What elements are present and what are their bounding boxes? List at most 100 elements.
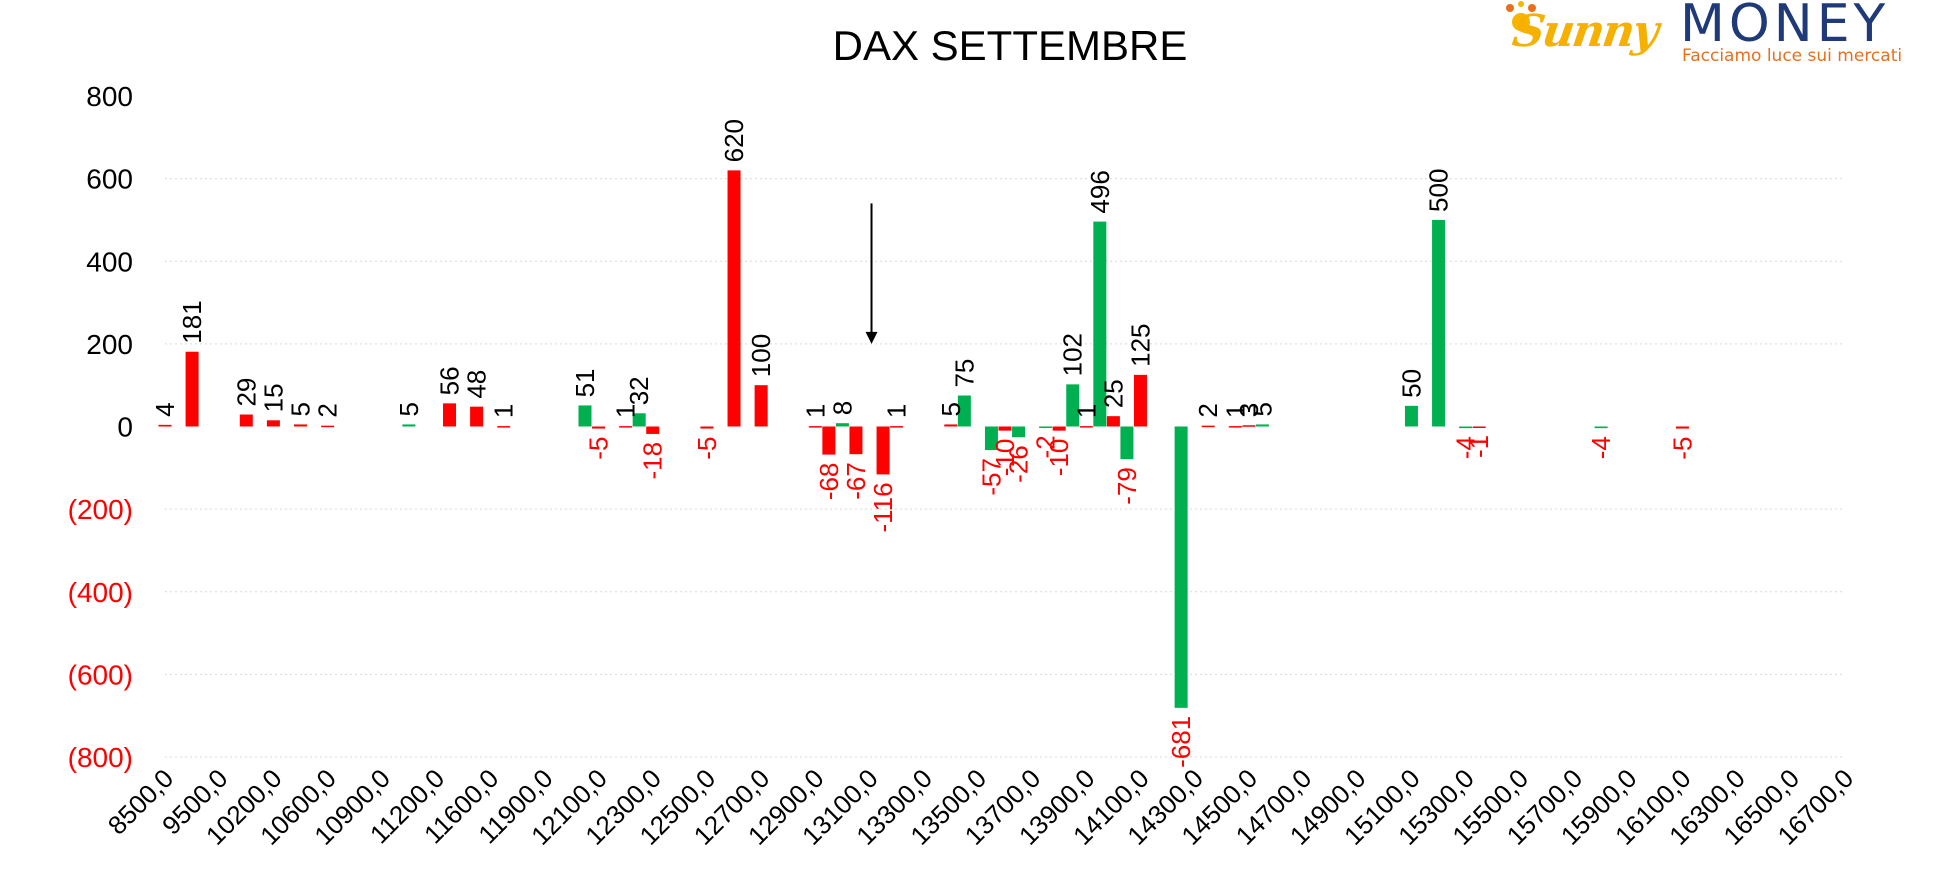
data-label: 1: [489, 404, 519, 418]
y-tick-label: (800): [68, 742, 133, 773]
bar: [293, 424, 307, 427]
bar: [1120, 426, 1134, 460]
data-label: 181: [177, 300, 207, 343]
data-label: 5: [285, 402, 315, 416]
bar: [1039, 426, 1053, 428]
logo-sunny-text: Sunny: [1509, 6, 1660, 57]
data-label: 29: [231, 378, 261, 407]
data-label: -4: [1451, 436, 1481, 459]
bar: [822, 426, 836, 455]
data-label: -5: [692, 437, 722, 460]
bar: [578, 405, 592, 427]
data-label: 1: [1071, 404, 1101, 418]
bar: [835, 423, 849, 427]
x-axis: 8500,09500,010200,010600,010900,011200,0…: [102, 763, 1859, 851]
y-tick-label: (200): [68, 494, 133, 525]
chart-title: DAX SETTEMBRE: [833, 22, 1188, 69]
bar: [957, 395, 971, 427]
gridlines: [165, 178, 1845, 758]
bar: [944, 424, 958, 427]
data-label: -10: [990, 439, 1020, 477]
bar: [1066, 384, 1080, 427]
data-label: 1: [882, 404, 912, 418]
annotation: [865, 203, 878, 344]
data-label: 4: [150, 402, 180, 416]
y-axis: 800 600 400 200 0 (200) (400) (600) (800): [68, 81, 133, 773]
data-label: 3: [1234, 403, 1264, 417]
data-label: -57: [976, 458, 1006, 496]
bar: [1459, 426, 1473, 429]
bar: [1201, 425, 1215, 428]
bar: [632, 413, 646, 427]
data-label: 5: [1247, 402, 1277, 416]
data-label: 25: [1098, 379, 1128, 408]
data-label: -68: [814, 463, 844, 501]
bar: [1012, 426, 1026, 438]
y-tick-label: 200: [86, 329, 133, 360]
data-label: 1: [611, 404, 641, 418]
bar: [1133, 374, 1147, 427]
data-label: 125: [1125, 323, 1155, 366]
bar: [1432, 219, 1446, 427]
data-label: 75: [949, 359, 979, 388]
bar: [1594, 426, 1608, 429]
bar: [497, 426, 511, 428]
data-label: -116: [868, 482, 898, 532]
y-tick-label: 600: [86, 164, 133, 195]
data-label: 5: [936, 402, 966, 416]
bar: [1174, 426, 1188, 708]
bar: [158, 424, 172, 427]
data-label: 32: [624, 376, 654, 405]
bar: [754, 385, 768, 427]
bar: [1106, 416, 1120, 427]
data-label: 51: [570, 369, 600, 398]
bar: [1404, 405, 1418, 427]
data-label: -4: [1586, 436, 1616, 459]
brand-logo: Sunny MONEY Facciamo luce sui mercati: [1495, 0, 1925, 70]
bar: [1675, 426, 1689, 429]
bar: [185, 351, 199, 427]
data-label: -5: [1667, 437, 1697, 460]
bar: [1228, 426, 1242, 428]
data-label: 2: [313, 403, 343, 417]
bar: [402, 424, 416, 427]
bar: [876, 426, 890, 475]
bar: [1472, 426, 1486, 428]
bar: [239, 414, 253, 427]
data-label: 620: [719, 119, 749, 162]
data-label: 1: [1220, 404, 1250, 418]
bar: [470, 406, 484, 427]
bar: [1255, 424, 1269, 427]
data-label: 5: [394, 402, 424, 416]
data-label: 102: [1058, 333, 1088, 376]
arrow-head: [865, 331, 878, 344]
y-tick-label: 0: [117, 412, 133, 443]
data-label: -10: [1044, 439, 1074, 477]
data-label: -2: [1031, 435, 1061, 458]
data-label: -18: [638, 442, 668, 480]
bar: [443, 403, 457, 427]
bar: [890, 426, 904, 428]
bar: [646, 426, 660, 434]
bar: [727, 170, 741, 427]
bar: [984, 426, 998, 451]
y-tick-label: 400: [86, 246, 133, 277]
sun-icon: [1506, 1, 1536, 31]
data-label: 1: [800, 404, 830, 418]
data-label: -26: [1004, 445, 1034, 483]
data-label: 8: [827, 401, 857, 415]
y-tick-label: (600): [68, 659, 133, 690]
bar: [266, 420, 280, 427]
data-label: 15: [258, 383, 288, 412]
data-label: -1: [1464, 435, 1494, 458]
bar: [592, 426, 606, 429]
data-label: 500: [1424, 169, 1454, 212]
data-label: 2: [1193, 403, 1223, 417]
data-label: -67: [841, 462, 871, 500]
bar: [808, 426, 822, 428]
bar: [1079, 426, 1093, 428]
bar: [1242, 425, 1256, 427]
data-label: -79: [1112, 467, 1142, 505]
data-label: 50: [1396, 369, 1426, 398]
bar: [849, 426, 863, 455]
